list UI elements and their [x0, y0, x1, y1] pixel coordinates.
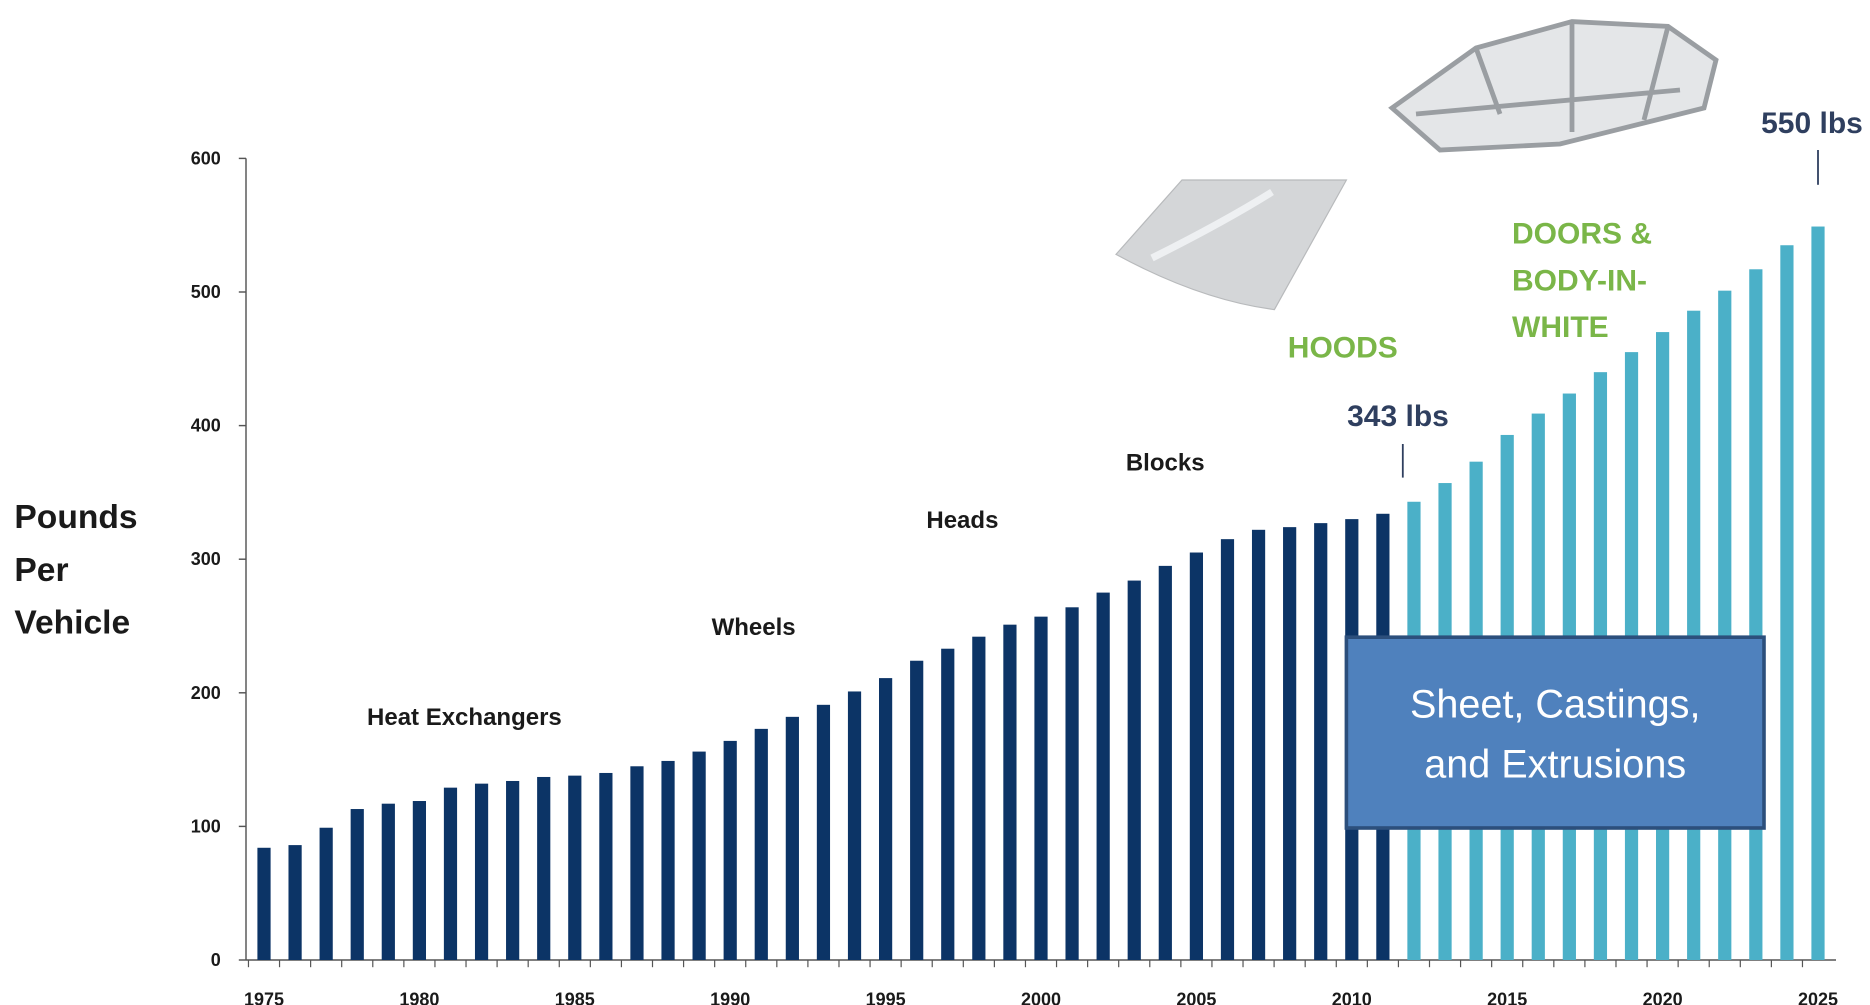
bar — [350, 809, 364, 960]
x-tick-label: 2005 — [1176, 990, 1216, 1005]
bar — [941, 648, 955, 960]
annotation: DOORS & BODY-IN- WHITE — [1512, 218, 1652, 345]
text-line: WHITE — [1512, 311, 1609, 344]
y-tick-label: 200 — [191, 683, 221, 703]
bar — [785, 716, 799, 960]
bar — [661, 760, 675, 960]
bar — [1127, 580, 1141, 960]
x-tick-label: 2010 — [1332, 990, 1372, 1005]
bar — [630, 766, 644, 960]
text-line: BODY-IN- — [1512, 264, 1647, 297]
bar — [288, 845, 302, 960]
bar — [754, 728, 768, 960]
y-axis-label: Pounds Per Vehicle — [14, 499, 137, 642]
hood-image — [1115, 179, 1348, 311]
bar — [1189, 552, 1204, 960]
bar — [474, 783, 489, 960]
bar — [257, 847, 271, 960]
x-tick-label: 1985 — [555, 990, 595, 1005]
y-tick-label: 100 — [191, 816, 221, 836]
bar — [319, 827, 333, 960]
bar — [879, 678, 893, 960]
y-tick-label: 300 — [191, 549, 221, 569]
bar — [1065, 607, 1079, 960]
bar — [816, 704, 831, 960]
text-line: Pounds — [14, 499, 137, 536]
bar — [412, 801, 427, 960]
y-tick-label: 0 — [211, 950, 221, 970]
bar — [1096, 592, 1110, 960]
annotation: Heads — [926, 507, 998, 534]
text-line: Vehicle — [14, 605, 130, 642]
x-tick-label: 2025 — [1798, 990, 1838, 1005]
bar — [1749, 269, 1763, 961]
text-line: DOORS & — [1512, 218, 1652, 251]
bar — [910, 660, 924, 960]
value-annotation: 343 lbs — [1347, 400, 1449, 433]
annotation: HOODS — [1288, 332, 1398, 365]
x-tick-label: 1990 — [710, 990, 750, 1005]
bar — [1780, 245, 1794, 961]
text-line: and Extrusions — [1424, 743, 1686, 787]
bar — [1003, 624, 1017, 960]
x-tick-label: 1980 — [399, 990, 439, 1005]
bar — [972, 636, 986, 960]
text-line: Per — [14, 552, 68, 589]
y-tick-label: 600 — [191, 148, 221, 168]
annotation: Heat Exchangers — [367, 704, 562, 731]
bar — [723, 740, 737, 960]
x-tick-label: 2020 — [1643, 990, 1683, 1005]
bar — [1251, 529, 1266, 960]
bar — [443, 787, 458, 960]
box-text: Sheet, Castings, and Extrusions — [1410, 683, 1701, 787]
bar — [599, 772, 613, 960]
bar — [506, 780, 520, 960]
bar — [568, 775, 582, 960]
label-box — [1344, 635, 1766, 830]
x-tick-label: 2000 — [1021, 990, 1061, 1005]
car-body-image — [1388, 19, 1719, 153]
y-tick-label: 500 — [191, 282, 221, 302]
bar — [1220, 539, 1235, 960]
bar — [537, 776, 551, 960]
value-annotation: 550 lbs — [1761, 107, 1863, 140]
bar — [1811, 226, 1825, 960]
bar — [847, 691, 862, 960]
bar — [1034, 616, 1048, 960]
bar — [692, 751, 706, 960]
x-tick-label: 1995 — [866, 990, 906, 1005]
bar — [1314, 523, 1328, 960]
bar — [381, 803, 395, 960]
annotation: Wheels — [712, 614, 796, 641]
bar — [1158, 565, 1172, 960]
y-tick-label: 400 — [191, 416, 221, 436]
bar — [1718, 290, 1732, 960]
x-tick-label: 1975 — [244, 990, 284, 1005]
text-line: Sheet, Castings, — [1410, 683, 1701, 727]
bar — [1687, 310, 1701, 961]
annotation: Blocks — [1126, 449, 1205, 476]
bar — [1283, 527, 1297, 960]
x-tick-label: 2015 — [1487, 990, 1527, 1005]
